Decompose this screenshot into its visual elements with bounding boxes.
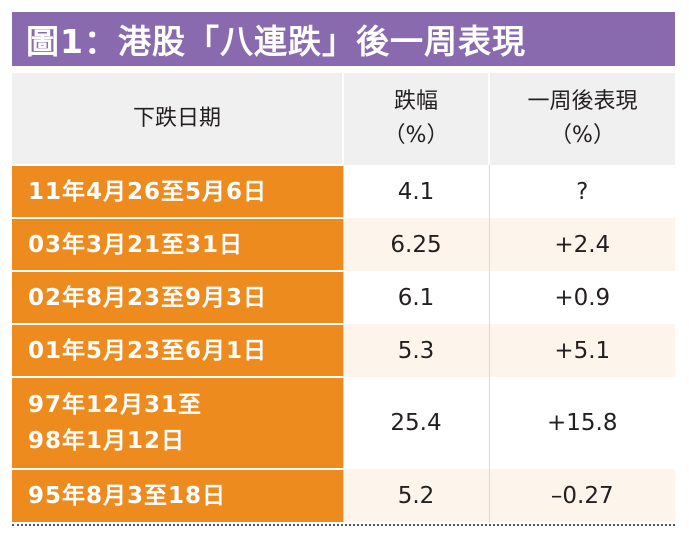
header-drop-date: 下跌日期	[12, 73, 343, 165]
drop-date-cell: 02年8月23至9月3日	[12, 270, 343, 324]
week-after-cell: –0.27	[488, 469, 675, 522]
table-row: 97年12月31至 98年1月12日 25.4 +15.8	[12, 376, 675, 469]
data-table: 下跌日期 跌幅 （%） 一周後表現 （%） 11年4月26至5月6日 4.1 ?…	[12, 73, 675, 522]
header-drop-pct-line2: （%）	[383, 123, 449, 148]
week-after-cell: +5.1	[488, 324, 675, 377]
header-row: 下跌日期 跌幅 （%） 一周後表現 （%）	[12, 73, 675, 165]
drop-date-cell: 95年8月3至18日	[12, 468, 343, 522]
drop-date-line1: 95年8月3至18日	[28, 483, 227, 509]
drop-date-cell: 11年4月26至5月6日	[12, 164, 343, 218]
drop-date-line2: 98年1月12日	[28, 428, 186, 454]
drop-pct-cell: 5.3	[342, 324, 489, 377]
table-row: 03年3月21至31日 6.25 +2.4	[12, 217, 675, 271]
week-after-cell: +15.8	[488, 377, 675, 469]
bottom-dotted-rule	[12, 524, 675, 526]
drop-date-line1: 02年8月23至9月3日	[28, 284, 268, 311]
drop-date-line1: 03年3月21至31日	[28, 231, 244, 258]
header-drop-pct-line1: 跌幅	[393, 89, 438, 114]
drop-date-cell: 97年12月31至 98年1月12日	[12, 376, 343, 469]
table-row: 11年4月26至5月6日 4.1 ?	[12, 164, 675, 218]
drop-pct-cell: 25.4	[342, 377, 489, 469]
figure-title: 圖1：港股「八連跌」後一周表現	[12, 12, 675, 66]
drop-pct-cell: 5.2	[342, 469, 489, 522]
week-after-cell: +2.4	[488, 218, 675, 271]
week-after-cell: ?	[488, 165, 675, 218]
drop-date-line1: 97年12月31至	[28, 392, 203, 418]
table-row: 01年5月23至6月1日 5.3 +5.1	[12, 323, 675, 377]
drop-date-line1: 01年5月23至6月1日	[28, 337, 268, 364]
drop-pct-cell: 6.1	[342, 271, 489, 324]
drop-pct-cell: 4.1	[342, 165, 489, 218]
drop-date-line1: 11年4月26至5月6日	[28, 178, 268, 205]
drop-pct-cell: 6.25	[342, 218, 489, 271]
table-row: 02年8月23至9月3日 6.1 +0.9	[12, 270, 675, 324]
header-week-after: 一周後表現 （%）	[488, 73, 675, 165]
header-drop-pct: 跌幅 （%）	[342, 73, 489, 165]
table-row: 95年8月3至18日 5.2 –0.27	[12, 468, 675, 522]
drop-date-cell: 03年3月21至31日	[12, 217, 343, 271]
header-week-after-line1: 一周後表現	[527, 89, 638, 114]
header-week-after-line2: （%）	[550, 123, 615, 148]
week-after-cell: +0.9	[488, 271, 675, 324]
drop-date-cell: 01年5月23至6月1日	[12, 323, 343, 377]
